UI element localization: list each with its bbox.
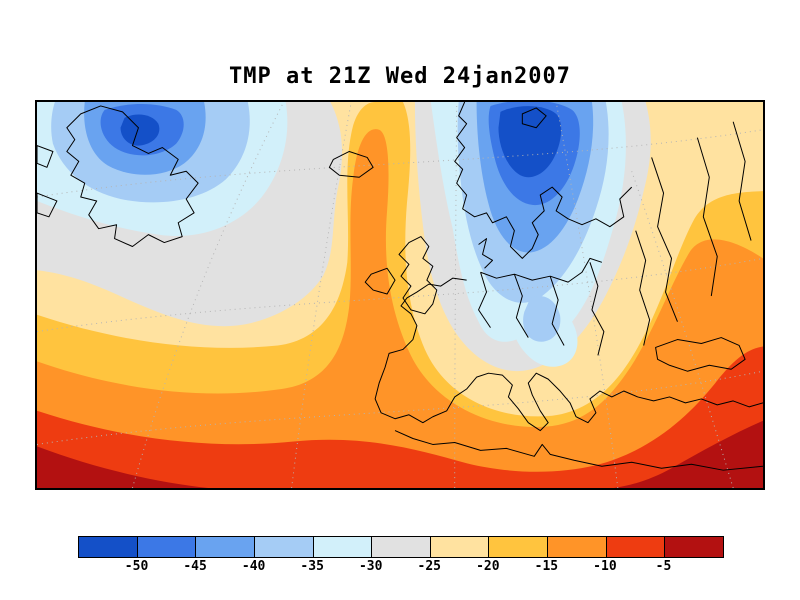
colorbar-tick-label: -45 <box>183 559 207 574</box>
temperature-map <box>35 100 765 490</box>
gridline <box>131 102 285 488</box>
coastline <box>394 430 763 471</box>
colorbar-tick-label: -15 <box>534 559 559 574</box>
coastline <box>513 274 529 338</box>
colorbar-tick-label: -35 <box>300 559 324 574</box>
coastline <box>521 107 547 129</box>
contour-band <box>37 129 763 488</box>
coastline <box>635 230 651 346</box>
colorbar-tick-label: -50 <box>124 559 149 574</box>
coastline <box>454 102 633 259</box>
contour-band <box>523 295 561 342</box>
contour-band <box>37 446 209 488</box>
colorbar-segment <box>253 537 313 557</box>
coastline <box>478 238 493 269</box>
coastline <box>696 137 718 297</box>
coastline <box>37 192 58 218</box>
temperature-fill-contours <box>37 102 763 488</box>
colorbar-tick-label: -10 <box>593 559 617 574</box>
colorbar-segment <box>488 537 548 557</box>
colorbar-segment <box>429 537 489 557</box>
coastline <box>398 236 438 315</box>
coastline <box>651 157 678 322</box>
coastline <box>66 105 199 247</box>
coastline <box>478 272 491 328</box>
colorbar-tick-label: -40 <box>241 559 266 574</box>
coastline <box>328 150 374 178</box>
coastlines <box>37 102 763 471</box>
colorbar-labels: -50 -45 -40 -35 -30 -25 -20 -15 -10 -5 <box>78 559 722 575</box>
colorbar-segment <box>79 537 137 557</box>
coastline <box>589 262 605 356</box>
coastline <box>374 277 763 432</box>
coastline <box>364 267 396 295</box>
colorbar-segment <box>312 537 372 557</box>
coastline <box>732 121 752 241</box>
colorbar-tick-label: -30 <box>358 559 383 574</box>
colorbar-swatches <box>78 536 724 558</box>
contour-band <box>37 102 763 488</box>
colorbar-segment <box>605 537 665 557</box>
contour-band <box>37 346 763 488</box>
contour-band <box>120 114 160 146</box>
colorbar-tick-label: -20 <box>476 559 500 574</box>
page-title: TMP at 21Z Wed 24jan2007 <box>229 64 571 89</box>
colorbar-segment <box>136 537 196 557</box>
colorbar-tick-label: -25 <box>417 559 442 574</box>
map-canvas <box>37 102 763 488</box>
contour-band <box>498 106 562 178</box>
coastline <box>655 337 746 372</box>
colorbar-segment <box>664 537 724 557</box>
contour-band <box>613 420 763 488</box>
coastline <box>37 145 54 168</box>
colorbar-segment <box>547 537 606 557</box>
colorbar-tick-label: -5 <box>655 559 672 574</box>
colorbar-segment <box>195 537 254 557</box>
gridline <box>631 171 734 488</box>
colorbar-segment <box>371 537 430 557</box>
coastline <box>549 276 565 346</box>
